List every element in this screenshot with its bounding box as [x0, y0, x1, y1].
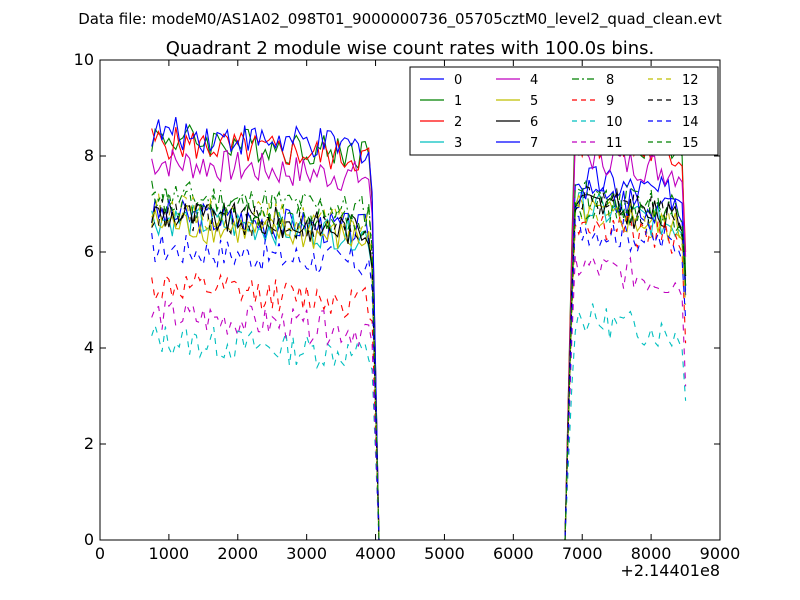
legend-label-2: 2	[454, 115, 462, 130]
legend-label-14: 14	[682, 115, 699, 130]
series-line-13	[151, 185, 687, 541]
y-tick-label: 0	[84, 530, 94, 549]
x-tick-label: 6000	[493, 544, 534, 563]
x-tick-label: 3000	[286, 544, 327, 563]
legend-label-9: 9	[606, 94, 614, 109]
x-tick-label: 8000	[631, 544, 672, 563]
legend-label-8: 8	[606, 73, 614, 88]
plot-frame	[99, 59, 721, 541]
series-line-14	[151, 215, 687, 541]
series-line-10	[151, 303, 687, 541]
x-tick-label: 1000	[149, 544, 190, 563]
x-tick-label: 2000	[217, 544, 258, 563]
y-tick-label: 10	[74, 50, 94, 69]
legend-label-12: 12	[682, 73, 699, 88]
legend-label-10: 10	[606, 115, 623, 130]
x-tick-label: 7000	[562, 544, 603, 563]
series-line-8	[151, 179, 687, 541]
tick-layer: 0 1000 2000 3000 4000 5000 6000 7000 8000 9000 0 2 4…	[74, 50, 741, 563]
y-tick-label: 8	[84, 146, 94, 165]
y-tick-label: 2	[84, 434, 94, 453]
series-line-15	[151, 188, 687, 541]
x-offset-label: +2.14401e8	[620, 561, 720, 580]
series-line-2	[151, 127, 687, 541]
series-line-7	[151, 116, 687, 541]
series-line-3	[151, 191, 687, 541]
legend-label-6: 6	[530, 115, 538, 130]
x-tick-label: 4000	[355, 544, 396, 563]
x-tick-label: 9000	[700, 544, 741, 563]
series-line-5	[151, 193, 687, 541]
series-layer	[151, 113, 687, 541]
y-tick-label: 6	[84, 242, 94, 261]
legend-label-11: 11	[606, 136, 623, 151]
x-tick-label: 0	[95, 544, 105, 563]
legend-frame	[409, 66, 719, 156]
series-line-9	[151, 215, 687, 541]
figure-suptitle: Data file: modeM0/AS1A02_098T01_90000007…	[78, 10, 722, 29]
series-line-11	[151, 255, 687, 541]
legend-label-1: 1	[454, 94, 462, 109]
series-line-0	[151, 165, 687, 541]
legend-label-13: 13	[682, 94, 699, 109]
legend-label-7: 7	[530, 136, 538, 151]
legend-label-4: 4	[530, 73, 538, 88]
series-line-12	[151, 193, 687, 541]
legend-label-5: 5	[530, 94, 538, 109]
legend-label-15: 15	[682, 136, 699, 151]
chart-title: Quadrant 2 module wise count rates with …	[166, 38, 655, 59]
legend-label-3: 3	[454, 136, 462, 151]
legend-label-0: 0	[454, 73, 462, 88]
y-tick-label: 4	[84, 338, 94, 357]
x-tick-label: 5000	[424, 544, 465, 563]
series-line-6	[151, 191, 687, 541]
